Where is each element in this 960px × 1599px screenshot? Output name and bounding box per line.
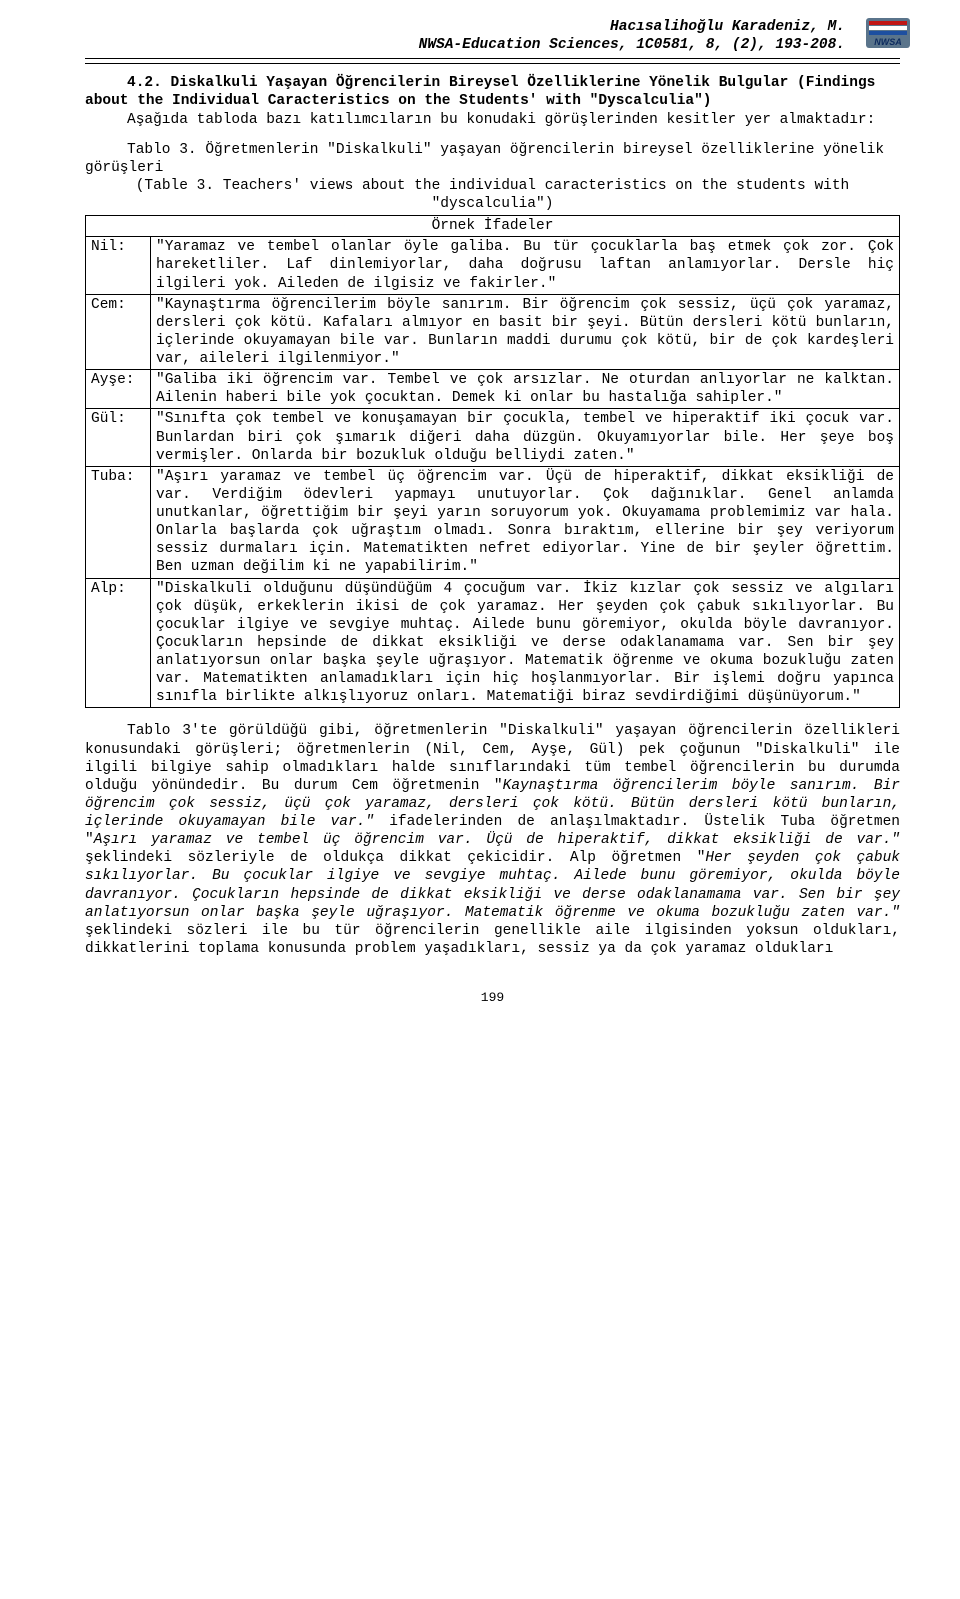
teacher-quote: "Sınıfta çok tembel ve konuşamayan bir ç… xyxy=(151,409,900,466)
teacher-quote: "Yaramaz ve tembel olanlar öyle galiba. … xyxy=(151,237,900,294)
table-row: Nil: "Yaramaz ve tembel olanlar öyle gal… xyxy=(86,237,900,294)
analysis-text: şeklindeki sözleri ile bu tür öğrenciler… xyxy=(85,923,900,957)
nwsa-logo: NWSA xyxy=(866,18,910,48)
table-number: Tablo 3. xyxy=(127,142,197,158)
table-caption-tr: Öğretmenlerin "Diskalkuli" yaşayan öğren… xyxy=(85,142,884,176)
teacher-name: Nil: xyxy=(86,237,151,294)
table-caption: Tablo 3. Öğretmenlerin "Diskalkuli" yaşa… xyxy=(85,141,900,177)
table-row: Ayşe: "Galiba iki öğrencim var. Tembel v… xyxy=(86,370,900,409)
svg-text:NWSA: NWSA xyxy=(874,37,902,47)
table-body: Nil: "Yaramaz ve tembel olanlar öyle gal… xyxy=(86,237,900,708)
section-title-tr: Diskalkuli Yaşayan Öğrencilerin Bireysel… xyxy=(171,75,789,91)
teacher-name: Gül: xyxy=(86,409,151,466)
section-heading: 4.2. Diskalkuli Yaşayan Öğrencilerin Bir… xyxy=(85,74,900,110)
table-caption-en-text: Teachers' views about the individual car… xyxy=(223,178,850,212)
teacher-quote: "Aşırı yaramaz ve tembel üç öğrencim var… xyxy=(151,466,900,578)
page-number: 199 xyxy=(85,990,900,1006)
table-header: Örnek İfadeler xyxy=(86,216,900,237)
teacher-quote: "Galiba iki öğrencim var. Tembel ve çok … xyxy=(151,370,900,409)
analysis-text: şeklindeki sözleriyle de oldukça dikkat … xyxy=(85,850,705,866)
table-caption-en-prefix: (Table 3. xyxy=(136,178,214,194)
teacher-name: Cem: xyxy=(86,294,151,370)
teacher-name: Tuba: xyxy=(86,466,151,578)
teacher-quote: "Kaynaştırma öğrencilerim böyle sanırım.… xyxy=(151,294,900,370)
header-divider xyxy=(85,58,900,64)
table-row: Alp: "Diskalkuli olduğunu düşündüğüm 4 ç… xyxy=(86,578,900,708)
table-row: Gül: "Sınıfta çok tembel ve konuşamayan … xyxy=(86,409,900,466)
running-header: Hacısalihoğlu Karadeniz, M. NWSA-Educati… xyxy=(85,18,900,54)
section-number: 4.2. xyxy=(127,75,162,91)
table-row: Cem: "Kaynaştırma öğrencilerim böyle san… xyxy=(86,294,900,370)
teacher-quote: "Diskalkuli olduğunu düşündüğüm 4 çocuğu… xyxy=(151,578,900,708)
intro-paragraph: Aşağıda tabloda bazı katılımcıların bu k… xyxy=(85,111,900,129)
teacher-name: Alp: xyxy=(86,578,151,708)
analysis-italic-quote: Aşırı yaramaz ve tembel üç öğrencim var.… xyxy=(94,832,900,848)
author-line: Hacısalihoğlu Karadeniz, M. xyxy=(85,18,845,36)
analysis-paragraph: Tablo 3'te görüldüğü gibi, öğretmenlerin… xyxy=(85,722,900,958)
teacher-views-table: Örnek İfadeler Nil: "Yaramaz ve tembel o… xyxy=(85,215,900,708)
teacher-name: Ayşe: xyxy=(86,370,151,409)
table-row: Tuba: "Aşırı yaramaz ve tembel üç öğrenc… xyxy=(86,466,900,578)
journal-line: NWSA-Education Sciences, 1C0581, 8, (2),… xyxy=(85,36,845,54)
table-caption-en: (Table 3. Teachers' views about the indi… xyxy=(85,177,900,213)
